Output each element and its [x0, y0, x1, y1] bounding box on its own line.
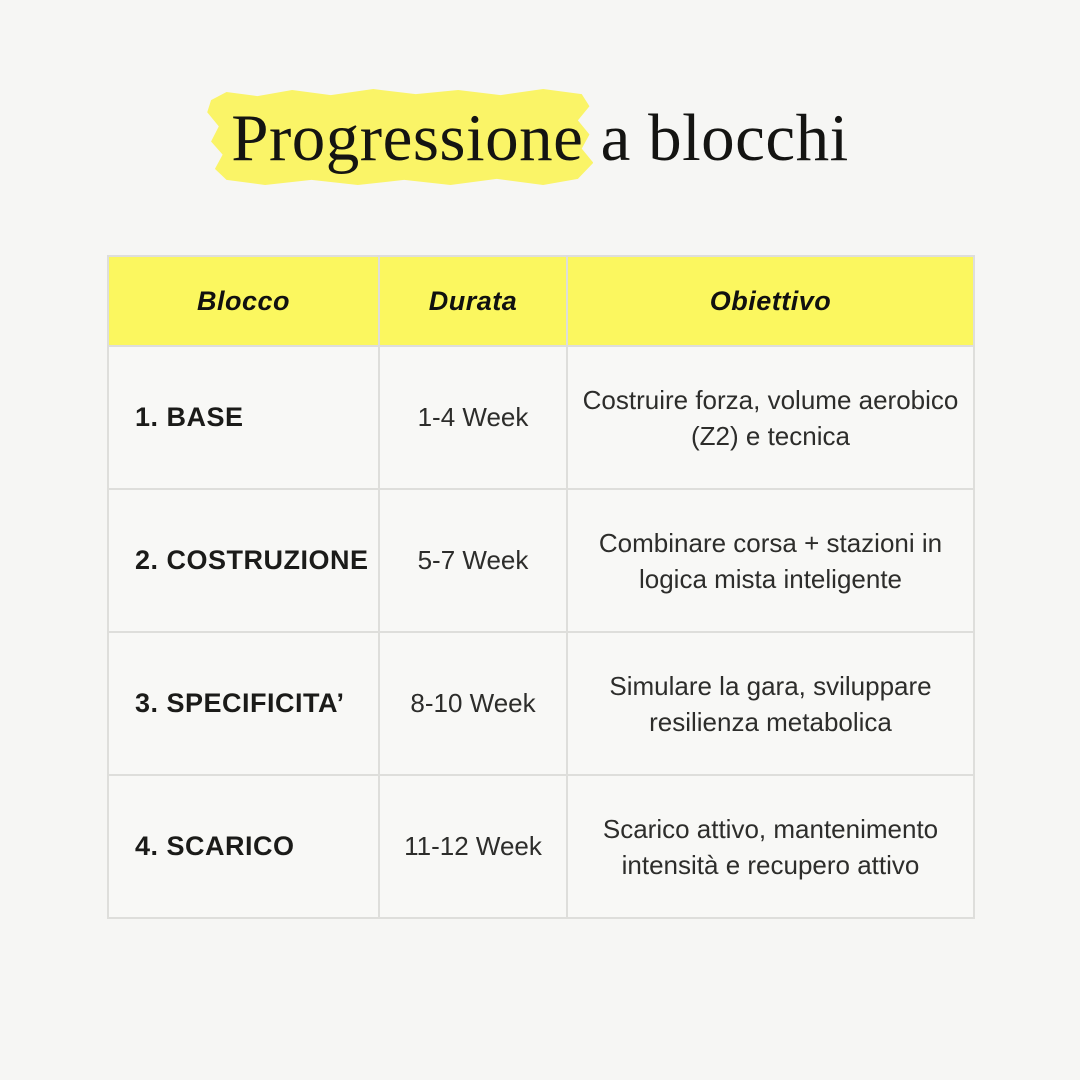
cell-durata: 11-12 Week — [378, 774, 568, 919]
column-header-durata: Durata — [378, 255, 568, 347]
marker-highlight — [207, 89, 594, 185]
cell-blocco: 1. BASE — [107, 345, 380, 490]
training-blocks-table: Blocco Durata Obiettivo 1. BASE 1-4 Week… — [107, 255, 975, 919]
cell-blocco: 4. SCARICO — [107, 774, 380, 919]
table-header-row: Blocco Durata Obiettivo — [107, 255, 975, 347]
cell-durata: 5-7 Week — [378, 488, 568, 633]
title-rest: a blocchi — [583, 101, 849, 175]
title-highlighted-segment: Progressione — [207, 89, 594, 185]
table-row: 2. COSTRUZIONE 5-7 Week Combinare corsa … — [107, 488, 975, 633]
table-row: 4. SCARICO 11-12 Week Scarico attivo, ma… — [107, 774, 975, 919]
title-highlighted-word: Progressione — [231, 101, 584, 175]
table-row: 3. SPECIFICITA’ 8-10 Week Simulare la ga… — [107, 631, 975, 776]
table-row: 1. BASE 1-4 Week Costruire forza, volume… — [107, 345, 975, 490]
cell-durata: 8-10 Week — [378, 631, 568, 776]
page-title: Progressione a blocchi — [0, 89, 1080, 185]
cell-obiettivo: Simulare la gara, sviluppare resilienza … — [566, 631, 975, 776]
cell-obiettivo: Scarico attivo, mantenimento intensità e… — [566, 774, 975, 919]
column-header-blocco: Blocco — [107, 255, 380, 347]
cell-blocco: 3. SPECIFICITA’ — [107, 631, 380, 776]
cell-obiettivo: Combinare corsa + stazioni in logica mis… — [566, 488, 975, 633]
cell-obiettivo: Costruire forza, volume aerobico (Z2) e … — [566, 345, 975, 490]
cell-durata: 1-4 Week — [378, 345, 568, 490]
cell-blocco: 2. COSTRUZIONE — [107, 488, 380, 633]
column-header-obiettivo: Obiettivo — [566, 255, 975, 347]
